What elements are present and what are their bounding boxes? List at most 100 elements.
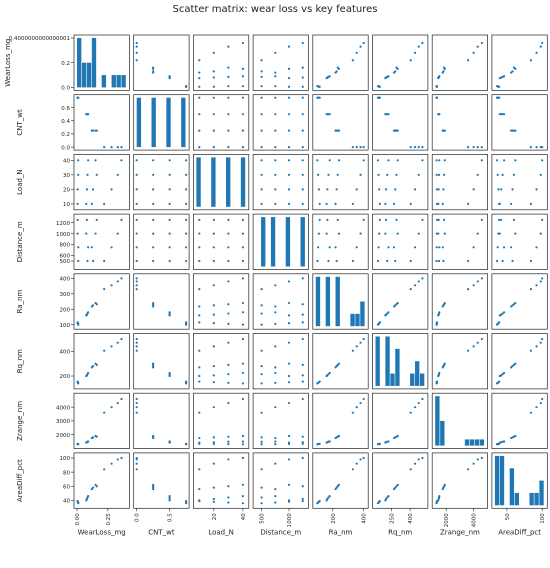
point-Distance_m-vs-Rq_nm-11 [384, 232, 387, 235]
point-CNT_wt-vs-Distance_m-8 [274, 113, 277, 116]
point-Distance_m-vs-Rq_nm-4 [396, 232, 399, 235]
point-WearLoss_mg-vs-Zrange_nm-2 [472, 51, 475, 54]
point-CNT_wt-vs-AreaDiff_pct-2 [535, 146, 538, 149]
point-Ra_nm-vs-Rq_nm-3 [409, 288, 412, 291]
hist-bar-Zrange_nm-0 [435, 396, 440, 446]
ytick-label-WearLoss_mg-1: 0.2 [61, 61, 70, 67]
point-Distance_m-vs-WearLoss_mg-14 [76, 232, 79, 235]
cell-frame-0-3 [252, 34, 309, 91]
ytick-label-WearLoss_mg-0: 0.0 [61, 86, 70, 92]
point-Distance_m-vs-Ra_nm-13 [317, 246, 320, 249]
xlabel-Rq_nm: Rq_nm [388, 528, 412, 536]
point-Ra_nm-vs-Rq_nm-1 [417, 280, 420, 283]
point-Distance_m-vs-WearLoss_mg-4 [94, 232, 97, 235]
point-CNT_wt-vs-Zrange_nm-3 [467, 146, 470, 149]
point-Zrange_nm-vs-Ra_nm-2 [355, 406, 358, 409]
point-Distance_m-vs-AreaDiff_pct-0 [541, 218, 544, 221]
point-Zrange_nm-vs-Ra_nm-1 [359, 401, 362, 405]
point-Rq_nm-vs-Ra_nm-11 [325, 374, 328, 378]
xtick-label-Rq_nm-1: 400 [408, 513, 414, 524]
point-CNT_wt-vs-Load_N-0 [241, 146, 244, 149]
point-Load_N-vs-AreaDiff_pct-12 [495, 159, 499, 162]
cell-frame-5-5 [372, 333, 429, 390]
point-WearLoss_mg-vs-Rq_nm-15 [378, 85, 381, 88]
point-Rq_nm-vs-Distance_m-14 [287, 381, 291, 384]
point-Distance_m-vs-Zrange_nm-12 [435, 259, 438, 263]
ytick-label-Load_N-2: 30 [63, 173, 70, 179]
cell-frame-4-2 [193, 273, 250, 330]
point-Zrange_nm-vs-WearLoss_mg-15 [76, 442, 79, 445]
point-Rq_nm-vs-Distance_m-6 [260, 365, 263, 368]
cell-frame-2-5 [372, 154, 429, 211]
ytick-label-Distance_m-0: 500 [60, 259, 71, 265]
point-Load_N-vs-Zrange_nm-14 [435, 188, 438, 191]
point-AreaDiff_pct-vs-Distance_m-13 [274, 501, 277, 504]
point-CNT_wt-vs-AreaDiff_pct-3 [529, 146, 532, 149]
point-Distance_m-vs-WearLoss_mg-1 [116, 232, 119, 235]
ytick-label-AreaDiff_pct-2: 80 [63, 470, 70, 476]
point-Load_N-vs-Rq_nm-9 [386, 173, 389, 176]
point-Zrange_nm-vs-Rq_nm-7 [392, 436, 396, 440]
point-Load_N-vs-WearLoss_mg-7 [90, 202, 93, 205]
point-Rq_nm-vs-Zrange_nm-15 [435, 380, 439, 383]
point-Ra_nm-vs-Load_N-15 [198, 321, 201, 324]
point-Rq_nm-vs-Load_N-10 [212, 374, 215, 377]
point-CNT_wt-vs-Ra_nm-7 [334, 129, 337, 132]
point-WearLoss_mg-vs-Distance_m-14 [287, 85, 291, 88]
point-AreaDiff_pct-vs-Ra_nm-15 [318, 499, 321, 503]
point-Rq_nm-vs-AreaDiff_pct-8 [502, 371, 506, 375]
point-WearLoss_mg-vs-CNT_wt-7 [152, 71, 155, 74]
point-Load_N-vs-AreaDiff_pct-5 [512, 173, 516, 176]
point-WearLoss_mg-vs-Distance_m-15 [301, 85, 304, 88]
point-Distance_m-vs-CNT_wt-0 [135, 218, 138, 221]
point-Rq_nm-vs-WearLoss_mg-7 [90, 366, 93, 369]
point-Ra_nm-vs-Distance_m-12 [260, 323, 263, 326]
point-Load_N-vs-WearLoss_mg-4 [94, 159, 97, 162]
ytick-label-Ra_nm-0: 100 [60, 323, 71, 329]
point-Rq_nm-vs-AreaDiff_pct-6 [511, 365, 514, 368]
hist-bar-AreaDiff_pct-9 [539, 480, 544, 506]
cell-frame-1-6 [431, 94, 488, 151]
cell-frame-1-7 [491, 94, 548, 151]
point-Distance_m-vs-Load_N-1 [227, 232, 230, 235]
point-AreaDiff_pct-vs-Ra_nm-8 [328, 495, 331, 498]
point-Zrange_nm-vs-Ra_nm-3 [351, 411, 354, 414]
point-Load_N-vs-CNT_wt-2 [135, 188, 138, 191]
point-AreaDiff_pct-vs-Load_N-8 [241, 495, 244, 498]
point-Ra_nm-vs-Zrange_nm-11 [437, 314, 440, 317]
point-AreaDiff_pct-vs-Distance_m-1 [287, 458, 291, 461]
point-CNT_wt-vs-Load_N-9 [227, 113, 230, 116]
point-Load_N-vs-AreaDiff_pct-1 [539, 173, 542, 176]
point-Ra_nm-vs-Zrange_nm-2 [472, 284, 475, 287]
hist-bar-CNT_wt-0 [136, 97, 142, 148]
point-Distance_m-vs-CNT_wt-6 [152, 259, 155, 263]
point-WearLoss_mg-vs-Zrange_nm-1 [476, 45, 479, 48]
point-Zrange_nm-vs-Load_N-10 [212, 441, 215, 444]
point-Load_N-vs-Rq_nm-0 [421, 159, 424, 162]
cell-frame-7-0 [73, 452, 130, 509]
point-Ra_nm-vs-Distance_m-15 [301, 321, 304, 324]
cell-frame-1-2 [193, 94, 250, 151]
point-Distance_m-vs-Ra_nm-8 [328, 246, 331, 249]
point-Distance_m-vs-AreaDiff_pct-14 [497, 232, 500, 235]
point-WearLoss_mg-vs-Load_N-14 [212, 85, 215, 88]
point-Zrange_nm-vs-CNT_wt-0 [135, 397, 138, 401]
point-AreaDiff_pct-vs-CNT_wt-1 [135, 458, 138, 461]
point-Rq_nm-vs-WearLoss_mg-2 [110, 345, 113, 348]
point-Distance_m-vs-CNT_wt-12 [185, 259, 188, 263]
point-Zrange_nm-vs-Distance_m-7 [274, 436, 277, 440]
point-Rq_nm-vs-WearLoss_mg-15 [76, 380, 79, 383]
point-WearLoss_mg-vs-CNT_wt-1 [135, 45, 138, 48]
point-Distance_m-vs-CNT_wt-13 [185, 246, 188, 249]
cell-frame-4-3 [252, 273, 309, 330]
point-Rq_nm-vs-Ra_nm-3 [351, 349, 354, 352]
point-CNT_wt-vs-Distance_m-2 [274, 146, 277, 149]
point-Distance_m-vs-Zrange_nm-14 [435, 232, 438, 235]
point-CNT_wt-vs-Zrange_nm-15 [435, 96, 439, 99]
point-AreaDiff_pct-vs-CNT_wt-15 [185, 499, 188, 503]
point-CNT_wt-vs-AreaDiff_pct-11 [498, 113, 501, 116]
point-Ra_nm-vs-Load_N-5 [227, 303, 230, 306]
point-WearLoss_mg-vs-Zrange_nm-0 [480, 41, 483, 45]
hist-bar-AreaDiff_pct-1 [499, 455, 505, 506]
cell-frame-6-6 [431, 392, 488, 449]
